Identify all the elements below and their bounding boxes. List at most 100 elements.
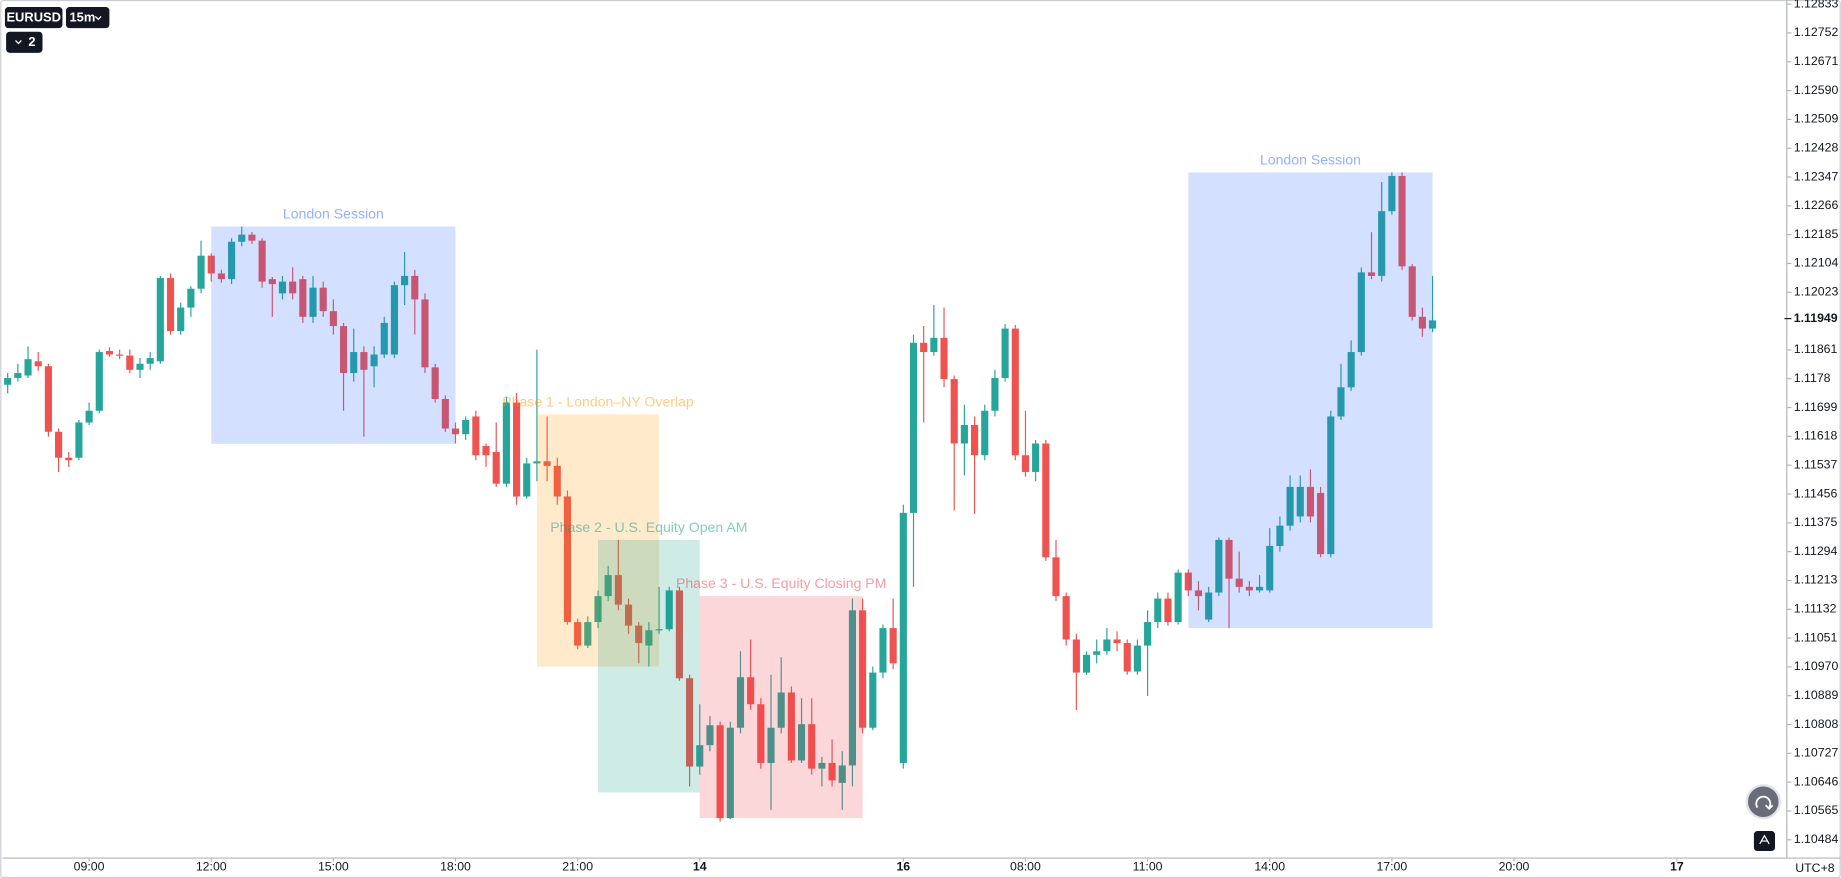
candle-body (624, 604, 633, 626)
candle (116, 349, 124, 360)
candle (44, 363, 52, 437)
candle (278, 275, 287, 300)
candle (604, 565, 612, 602)
candle (981, 404, 989, 461)
x-tick-label: 18:00 (440, 860, 471, 874)
interval-badge[interactable]: 15m (65, 7, 110, 29)
candle (1408, 264, 1416, 321)
auto-scale-button[interactable] (1753, 831, 1776, 852)
candle (757, 698, 765, 769)
y-tick-label: 1.1178 (1794, 371, 1831, 385)
candle-body (1245, 586, 1253, 591)
y-tick-label: 1.12104 (1794, 256, 1839, 270)
candle (645, 622, 653, 667)
candle-body (319, 287, 327, 312)
candle-body (767, 727, 775, 763)
candle (1398, 172, 1406, 270)
scroll-button[interactable] (1745, 784, 1781, 820)
candle-body (217, 273, 225, 280)
current-price-label: 1.11949 (1794, 311, 1838, 325)
candle (441, 395, 449, 432)
candle (828, 739, 836, 787)
candle-body (808, 724, 816, 769)
candle (624, 598, 633, 634)
candle-body (105, 350, 114, 355)
candle-body (543, 461, 551, 466)
plot-area: London Session Phase 1 - London–NY Overla… (4, 151, 1437, 822)
candle (401, 252, 409, 306)
candle (971, 416, 979, 514)
y-tick-label: 1.12509 (1794, 112, 1839, 126)
candle (1133, 639, 1141, 675)
candle (1052, 539, 1060, 602)
candle (1011, 325, 1019, 461)
candle-body (462, 420, 470, 435)
candle (787, 686, 795, 763)
candle (859, 598, 867, 734)
candle-body (116, 354, 124, 356)
candle-body (24, 359, 32, 376)
y-tick-label: 1.12590 (1794, 83, 1839, 97)
candle-body (563, 496, 572, 623)
symbol: EURUSD (6, 10, 61, 25)
candle-body (686, 678, 694, 767)
candle (258, 238, 266, 288)
candle-body (136, 363, 144, 370)
candle-body (421, 299, 429, 368)
candle (34, 352, 42, 371)
candle-body (299, 279, 307, 317)
candle-body (838, 765, 846, 783)
candle (818, 756, 826, 787)
x-tick-label: 12:00 (196, 860, 227, 874)
button-icon (1755, 795, 1774, 810)
candle (309, 275, 317, 323)
candle-body (1276, 525, 1284, 546)
candle-body (1062, 596, 1070, 640)
symbol-badge[interactable]: EURUSD (4, 7, 63, 29)
y-tick-label: 1.10646 (1794, 774, 1839, 788)
candle-body (309, 287, 317, 317)
candle (726, 721, 734, 820)
candle (747, 639, 755, 710)
candle (462, 416, 470, 440)
session-label: London Session (283, 205, 384, 221)
session-box (536, 414, 660, 667)
candle (1225, 537, 1233, 629)
candle-body (574, 622, 582, 646)
candle (370, 346, 378, 388)
candle-body (472, 416, 480, 456)
interval: 15m (69, 10, 95, 25)
session-box (1188, 172, 1433, 629)
candle-body (258, 240, 266, 282)
candle-body (848, 610, 857, 766)
candle (1205, 586, 1213, 623)
candle (1144, 610, 1152, 697)
session-label: Phase 1 - London–NY Overlap (502, 393, 694, 409)
candle-body (1235, 578, 1243, 587)
candle (889, 598, 897, 670)
y-tick-label: 1.11861 (1794, 342, 1838, 356)
candle (350, 328, 358, 382)
candle (299, 275, 307, 323)
candle-body (95, 352, 103, 411)
candle (85, 402, 93, 425)
candle (797, 698, 806, 763)
candle-body (553, 465, 561, 497)
candle (380, 316, 388, 359)
y-tick-label: 1.11618 (1794, 429, 1838, 443)
session-label: Phase 3 - U.S. Equity Closing PM (676, 575, 886, 591)
candle (879, 624, 887, 679)
candle-body (492, 452, 500, 484)
candle (248, 232, 256, 244)
candle-body (1093, 651, 1101, 655)
indicator-badge[interactable]: 2 (6, 31, 43, 53)
candle-body (859, 610, 867, 728)
candle (1032, 439, 1040, 482)
candle (594, 590, 602, 629)
candle-body (1052, 557, 1060, 597)
y-tick-label: 1.11375 (1794, 515, 1838, 529)
candle (736, 651, 745, 734)
candle-body (370, 354, 378, 367)
candle-body (1133, 645, 1141, 672)
candle (421, 293, 429, 374)
